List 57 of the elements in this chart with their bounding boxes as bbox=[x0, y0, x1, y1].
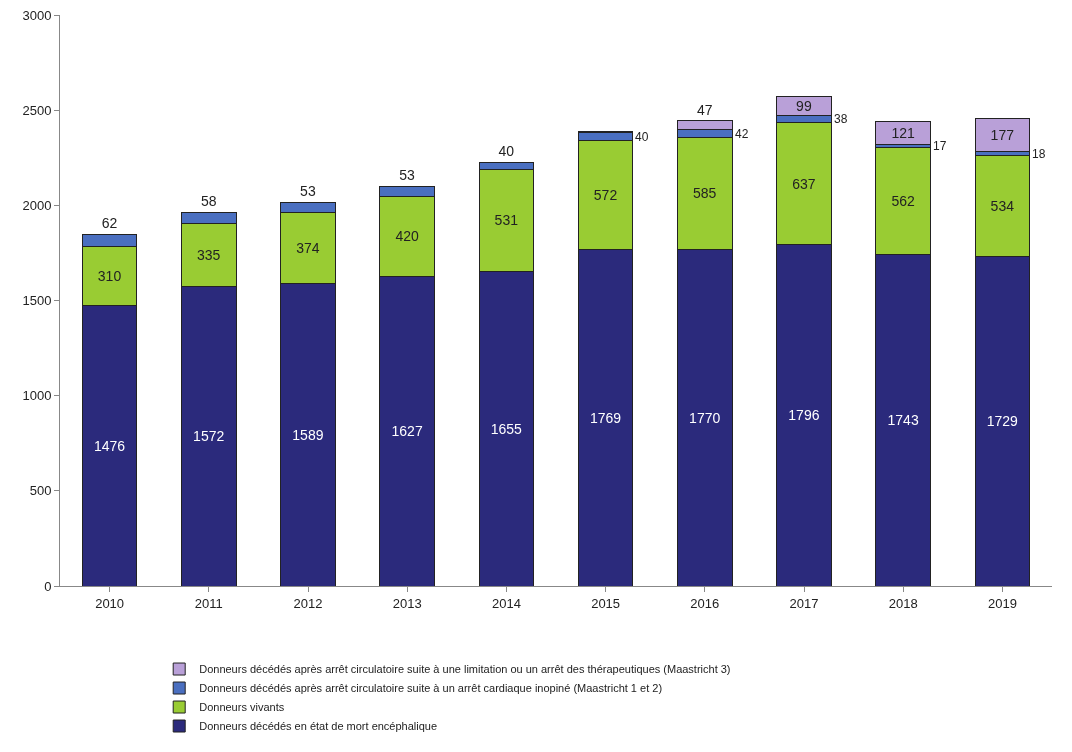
x-tick-label: 2018 bbox=[888, 595, 918, 611]
data-label: 42 bbox=[735, 127, 749, 141]
data-label: 53 bbox=[399, 167, 416, 184]
data-label: 38 bbox=[834, 112, 848, 126]
data-label: 572 bbox=[593, 186, 618, 203]
y-tick-label: 2000 bbox=[22, 197, 52, 213]
data-label: 310 bbox=[97, 267, 122, 284]
data-label: 1572 bbox=[193, 428, 225, 445]
data-label: 374 bbox=[296, 239, 320, 256]
data-label: 121 bbox=[891, 124, 915, 141]
data-label: 47 bbox=[696, 101, 713, 118]
legend-label: Donneurs décédés après arrêt circulatoire suite à une limitation ou un arrêt des thérapeutiques (Maastricht 3) bbox=[199, 663, 731, 676]
data-label: 177 bbox=[990, 127, 1015, 144]
data-label: 420 bbox=[395, 228, 419, 245]
data-label: 17 bbox=[933, 139, 947, 153]
legend-label: Donneurs décédés après arrêt circulatoire suite à un arrêt cardiaque inopiné (Maastricht 1 et 2) bbox=[199, 682, 663, 695]
data-label: 58 bbox=[200, 193, 217, 209]
data-label: 40 bbox=[498, 143, 515, 160]
y-tick-label: 1000 bbox=[22, 388, 52, 404]
x-tick-label: 2019 bbox=[987, 595, 1017, 611]
y-tick-label: 2500 bbox=[22, 102, 52, 118]
x-tick-label: 2014 bbox=[491, 595, 521, 611]
data-label: 1743 bbox=[887, 412, 919, 429]
data-label: 99 bbox=[796, 98, 812, 115]
data-label: 40 bbox=[635, 130, 649, 144]
y-tick-label: 1500 bbox=[22, 293, 52, 309]
data-label: 585 bbox=[693, 185, 717, 202]
legend-label: Donneurs vivants bbox=[199, 701, 285, 714]
data-label: 1729 bbox=[986, 413, 1019, 430]
data-label: 1589 bbox=[292, 426, 324, 443]
data-label: 534 bbox=[990, 198, 1015, 215]
x-tick-label: 2015 bbox=[591, 595, 621, 611]
data-label: 18 bbox=[1032, 147, 1046, 161]
x-tick-label: 2012 bbox=[293, 595, 323, 611]
data-label: 1769 bbox=[589, 409, 622, 426]
data-label: 562 bbox=[891, 192, 915, 209]
bar bbox=[875, 120, 931, 145]
data-label: 1655 bbox=[490, 420, 523, 437]
data-label: 637 bbox=[792, 175, 816, 192]
y-tick-label: 500 bbox=[29, 483, 52, 499]
y-tick-label: 0 bbox=[44, 578, 52, 594]
data-label: 62 bbox=[101, 215, 118, 232]
data-label: 1476 bbox=[93, 437, 126, 454]
data-label: 53 bbox=[300, 183, 316, 200]
data-label: 1627 bbox=[391, 423, 423, 440]
data-label: 1796 bbox=[788, 407, 820, 424]
x-tick-label: 2016 bbox=[690, 595, 720, 611]
x-tick-label: 2010 bbox=[95, 595, 125, 611]
x-tick-label: 2017 bbox=[789, 595, 819, 611]
data-label: 335 bbox=[197, 246, 221, 263]
x-tick-label: 2011 bbox=[194, 595, 223, 611]
bar bbox=[974, 117, 1031, 153]
legend-label: Donneurs décédés en état de mort encéphalique bbox=[199, 720, 438, 733]
data-label: 531 bbox=[494, 212, 519, 229]
y-tick-label: 3000 bbox=[22, 7, 52, 23]
x-tick-label: 2013 bbox=[392, 595, 422, 611]
data-label: 1770 bbox=[689, 409, 721, 426]
